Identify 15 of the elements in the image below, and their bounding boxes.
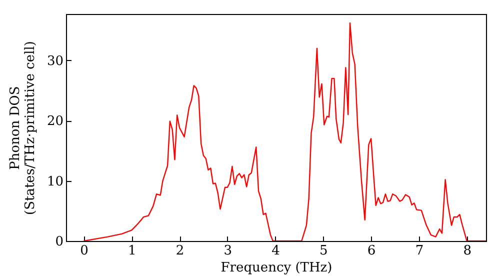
x-tick-label: 6 [367, 244, 376, 258]
x-tick-label: 7 [415, 244, 424, 258]
y-tick-label: 30 [46, 54, 64, 69]
x-tick-label: 4 [272, 244, 280, 258]
x-tick-label: 5 [320, 244, 328, 258]
x-tick-label: 1 [128, 244, 136, 258]
y-axis-title: Phonon DOS (States/THz·primitive cell) [8, 40, 38, 216]
line-series [83, 22, 486, 241]
x-axis-title: Frequency (THz) [220, 260, 332, 276]
y-tick-label: 20 [46, 114, 64, 130]
x-tick-label: 0 [80, 244, 88, 258]
y-tick-label: 10 [46, 174, 64, 190]
x-tick-label: 8 [463, 244, 472, 258]
x-tick-label: 3 [224, 244, 232, 258]
x-tick-label: 2 [176, 244, 184, 258]
